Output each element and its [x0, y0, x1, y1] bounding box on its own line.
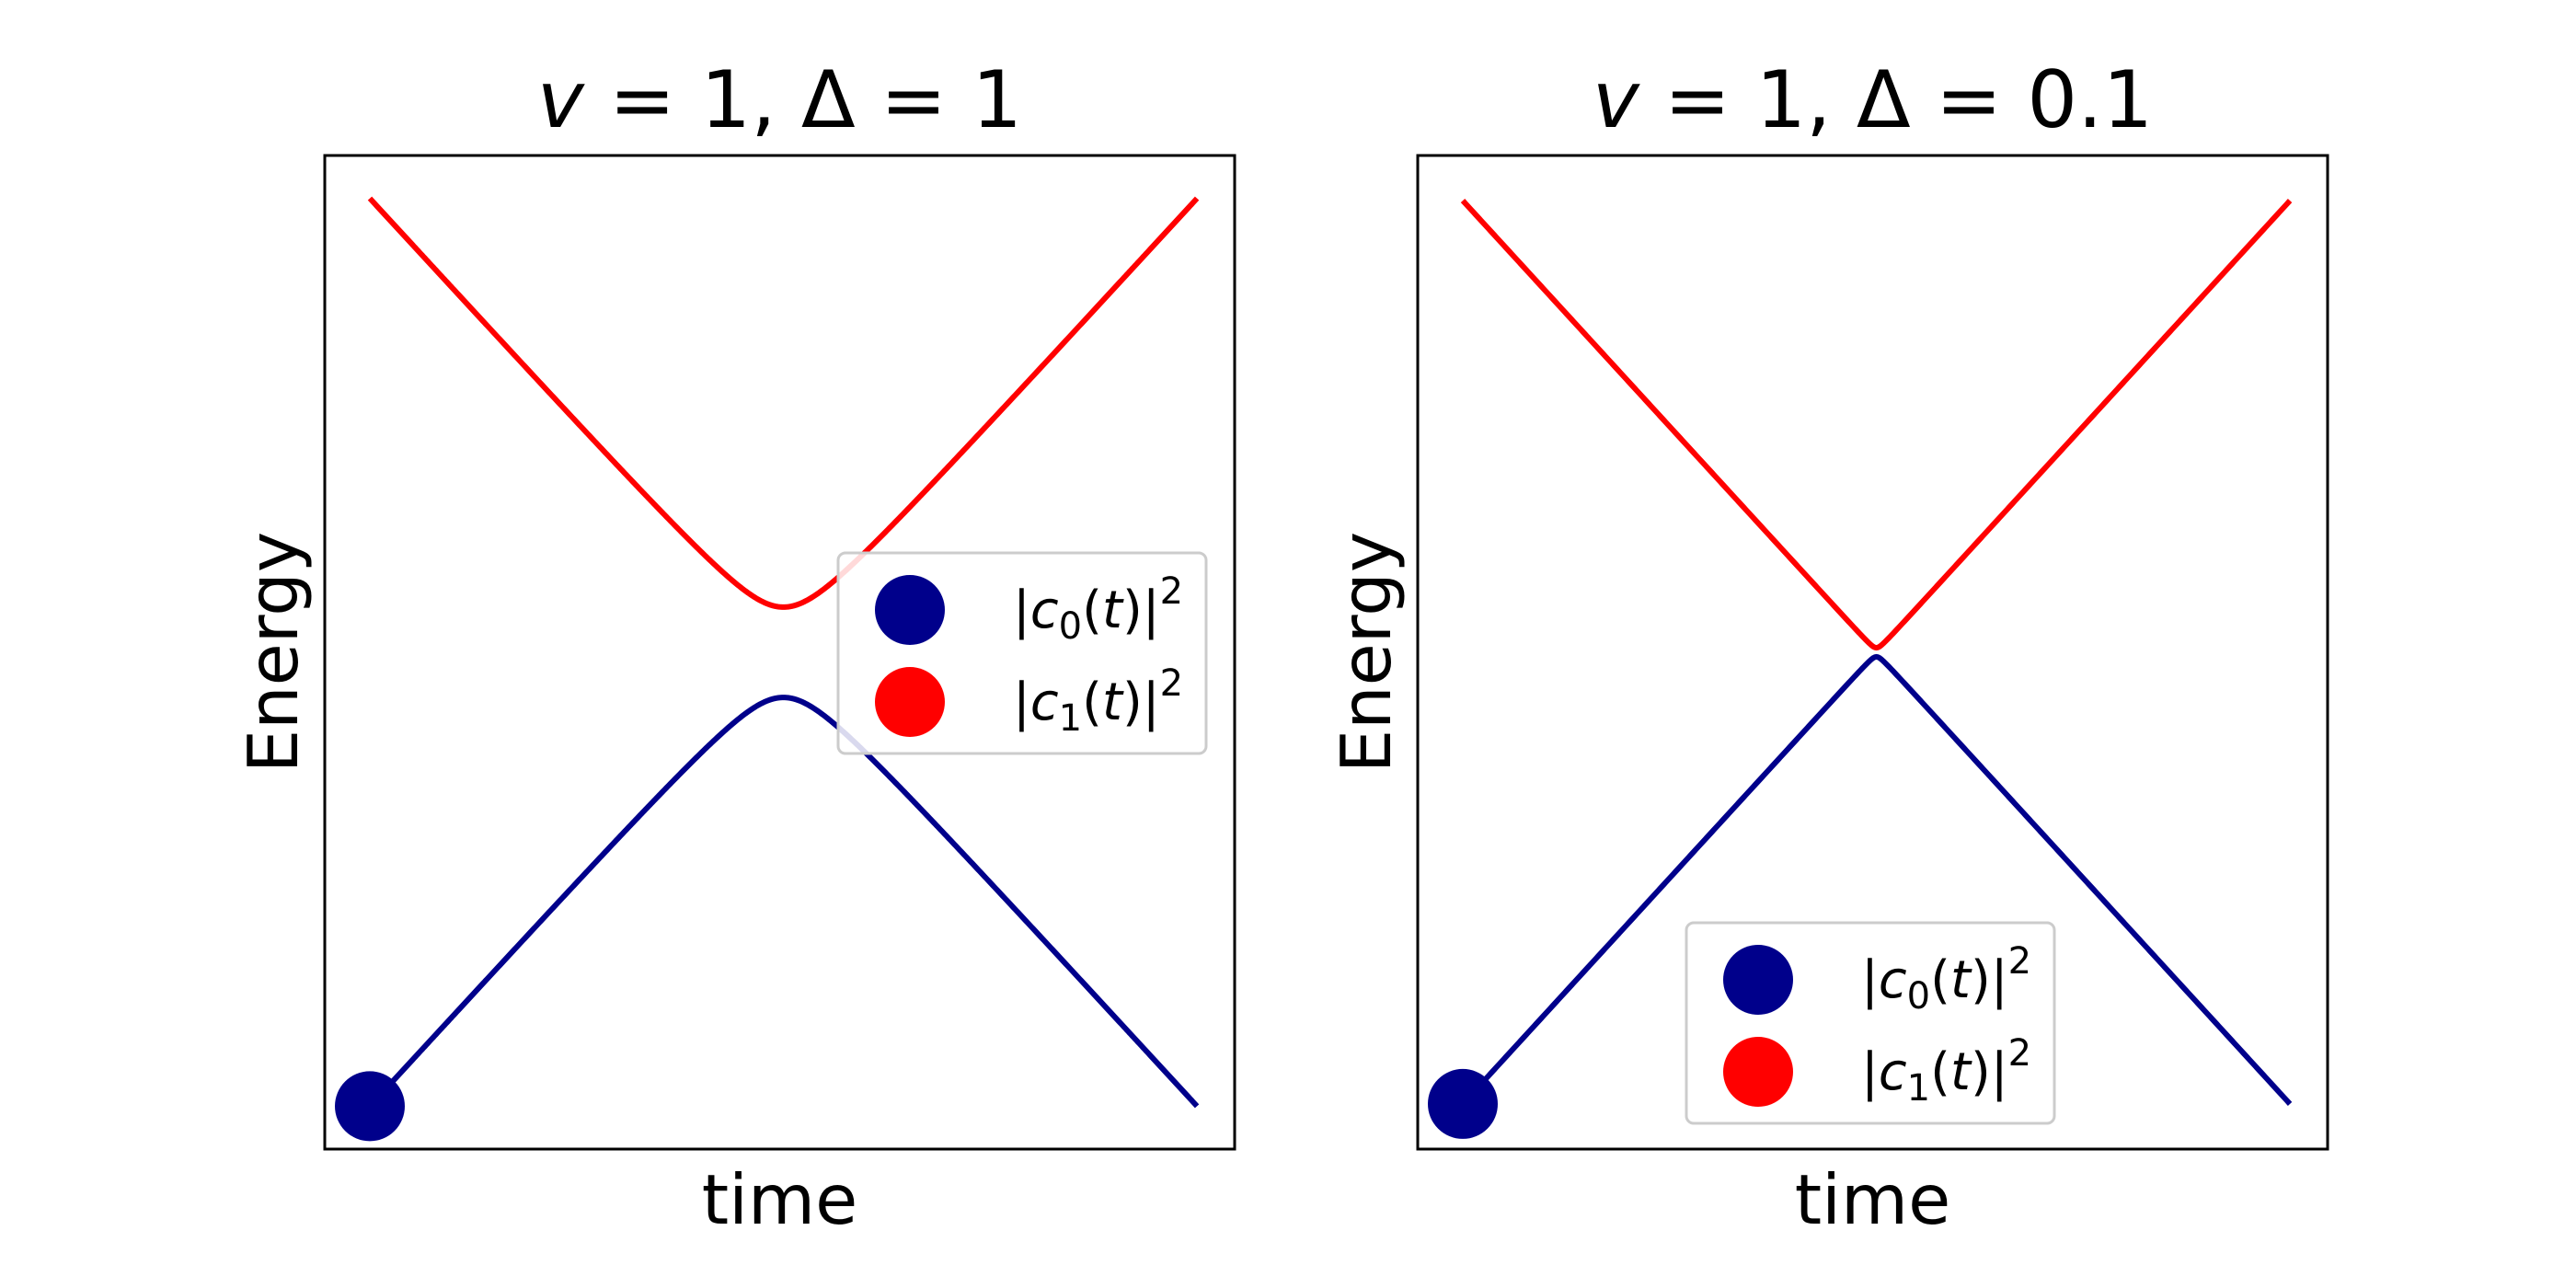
legend-paren-open: (: [1082, 581, 1102, 640]
legend-coef-index: 1: [1907, 1067, 1930, 1110]
legend-exponent: 2: [1160, 570, 1183, 613]
title-velocity-symbol: v: [537, 54, 585, 146]
legend-marker-2: [1723, 1037, 1793, 1107]
legend: |c0(t)|2|c1(t)|2: [836, 551, 1208, 755]
legend-label-1: |c0(t)|2: [1861, 940, 2031, 1018]
x-axis-label: time: [702, 1159, 857, 1240]
plot-frame: [323, 154, 1236, 1151]
legend-paren-close: )|: [1971, 950, 2008, 1010]
legend-coef-index: 1: [1059, 697, 1082, 740]
state-marker: [1428, 1068, 1499, 1139]
legend-time-symbol: t: [1102, 581, 1124, 640]
energy-curve-lower: [367, 695, 1200, 1109]
y-axis-label: Energy: [1326, 532, 1407, 774]
legend-paren-open: (: [1930, 1042, 1950, 1102]
legend-paren-open: (: [1930, 950, 1950, 1010]
legend-time-symbol: t: [1950, 950, 1972, 1010]
legend-coef-symbol: c: [1879, 1042, 1907, 1102]
legend-time-symbol: t: [1102, 673, 1124, 732]
legend-paren-close: )|: [1122, 673, 1160, 732]
energy-curve-upper: [1460, 199, 2293, 651]
legend-time-symbol: t: [1950, 1042, 1972, 1102]
legend-coef-index: 0: [1059, 605, 1082, 648]
legend-bar-open: |: [1013, 673, 1030, 732]
legend-label-1: |c0(t)|2: [1013, 570, 1183, 648]
plot-area: [1428, 199, 2293, 1139]
legend-coef-index: 0: [1907, 975, 1930, 1018]
legend-paren-open: (: [1082, 673, 1102, 732]
state-marker: [335, 1071, 406, 1142]
title-parameters: = 1, Δ = 1: [584, 54, 1022, 146]
legend-exponent: 2: [2008, 940, 2031, 983]
plot-area: [335, 196, 1200, 1142]
legend: |c0(t)|2|c1(t)|2: [1685, 921, 2056, 1125]
legend-bar-open: |: [1013, 581, 1030, 640]
legend-marker-1: [875, 575, 945, 645]
legend-label-2: |c1(t)|2: [1013, 662, 1183, 740]
legend-bar-open: |: [1861, 950, 1879, 1010]
plot-frame: [1416, 154, 2329, 1151]
legend-marker-2: [875, 667, 945, 737]
legend-paren-close: )|: [1122, 581, 1160, 640]
energy-curve-lower: [1460, 653, 2293, 1106]
title-velocity-symbol: v: [1593, 54, 1640, 146]
legend-coef-symbol: c: [1030, 581, 1059, 640]
energy-curve-upper: [367, 196, 1200, 610]
legend-paren-close: )|: [1971, 1042, 2008, 1102]
legend-label-2: |c1(t)|2: [1861, 1032, 2031, 1110]
panel-title: v = 1, Δ = 1: [537, 54, 1022, 146]
legend-exponent: 2: [1160, 662, 1183, 705]
legend-coef-symbol: c: [1879, 950, 1907, 1010]
x-axis-label: time: [1795, 1159, 1950, 1240]
legend-bar-open: |: [1861, 1042, 1879, 1102]
legend-marker-1: [1723, 945, 1793, 1015]
title-parameters: = 1, Δ = 0.1: [1639, 54, 2153, 146]
y-axis-label: Energy: [233, 532, 314, 774]
legend-coef-symbol: c: [1030, 673, 1059, 732]
legend-exponent: 2: [2008, 1032, 2031, 1075]
panel-title: v = 1, Δ = 0.1: [1593, 54, 2153, 146]
